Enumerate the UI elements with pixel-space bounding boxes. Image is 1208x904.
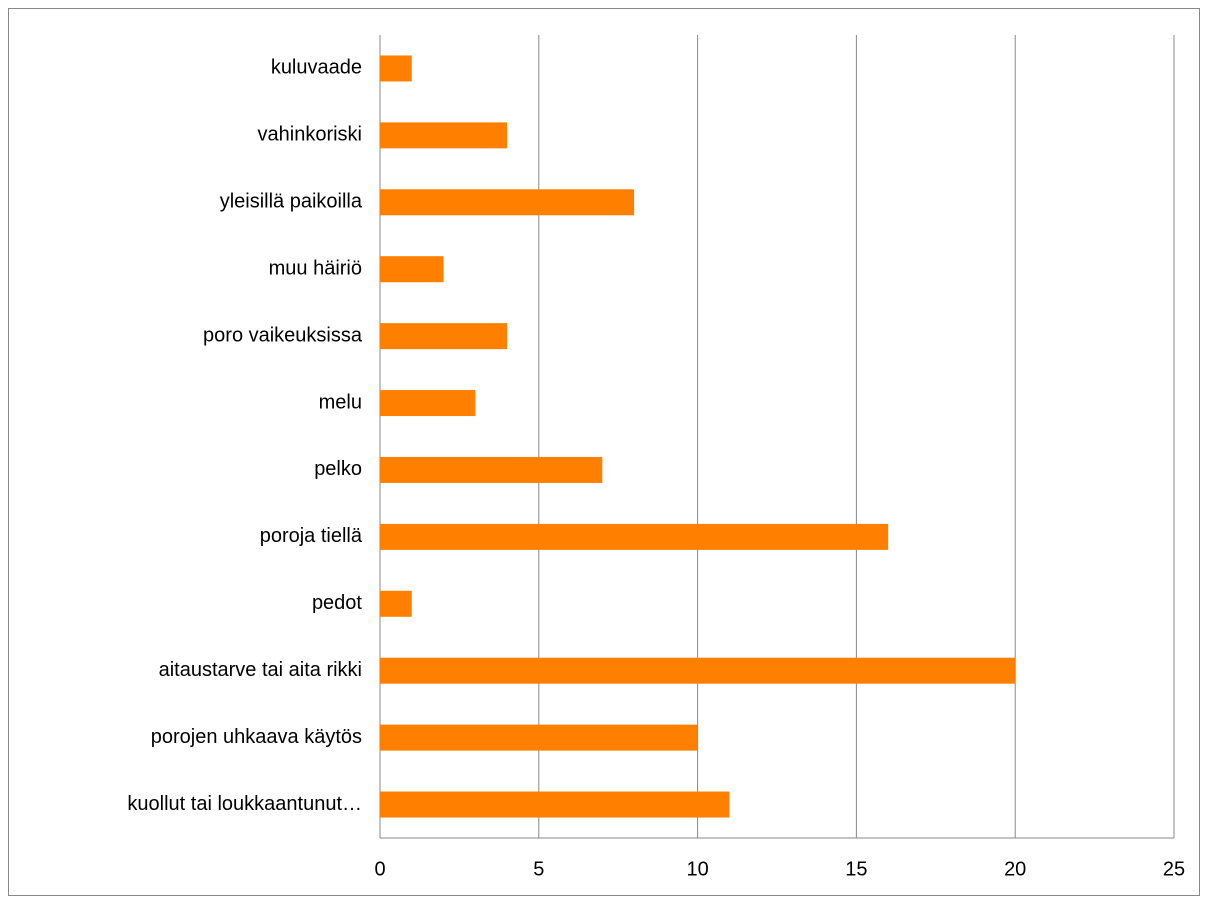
- bar: [380, 657, 1016, 684]
- bar: [380, 55, 412, 82]
- bar: [380, 390, 476, 417]
- y-tick-label: poroja tiellä: [260, 525, 363, 547]
- bar: [380, 323, 508, 350]
- bar: [380, 122, 508, 149]
- y-tick-label: kuollut tai loukkaantunut…: [127, 793, 362, 815]
- x-tick-label: 20: [1004, 858, 1026, 880]
- x-tick-label: 25: [1163, 858, 1185, 880]
- x-tick-label: 5: [533, 858, 544, 880]
- y-tick-label: yleisillä paikoilla: [220, 191, 363, 213]
- bar: [380, 791, 730, 818]
- bar: [380, 590, 412, 617]
- y-tick-label: muu häiriö: [269, 257, 362, 279]
- chart-frame: [8, 8, 1200, 896]
- y-tick-label: porojen uhkaava käytös: [151, 726, 362, 748]
- x-tick-label: 0: [374, 858, 385, 880]
- bar: [380, 189, 635, 216]
- x-tick-label: 15: [845, 858, 867, 880]
- y-tick-label: vahinkoriski: [258, 124, 362, 146]
- y-tick-label: pelko: [314, 458, 362, 480]
- y-tick-label: poro vaikeuksissa: [203, 324, 363, 346]
- y-tick-label: melu: [319, 391, 362, 413]
- x-tick-label: 10: [686, 858, 708, 880]
- y-tick-label: pedot: [312, 592, 362, 614]
- bar: [380, 456, 603, 483]
- bar: [380, 256, 444, 283]
- y-tick-label: kuluvaade: [271, 57, 362, 79]
- bar: [380, 523, 889, 550]
- y-tick-label: aitaustarve tai aita rikki: [159, 659, 362, 681]
- bar: [380, 724, 698, 751]
